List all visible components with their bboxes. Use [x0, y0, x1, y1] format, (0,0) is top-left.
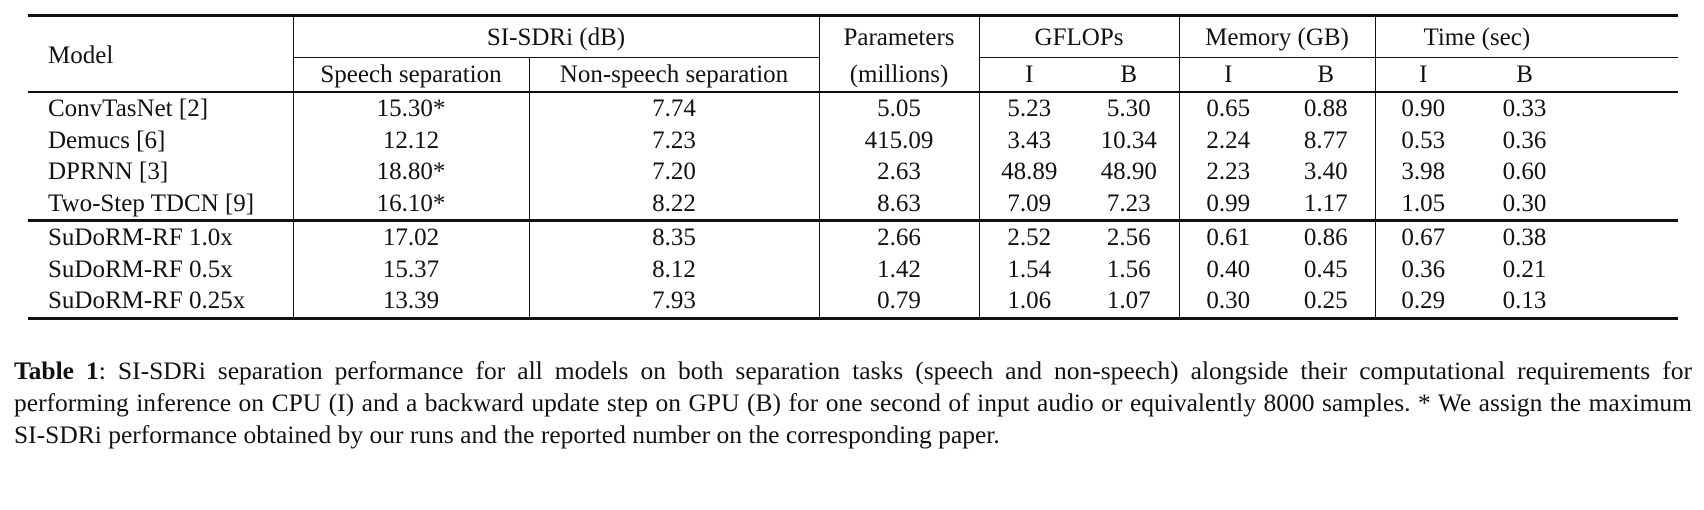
nonspeech-value: 7.20: [529, 156, 820, 188]
header-gflops: GFLOPs: [979, 14, 1180, 58]
gflops-i-value: 3.43: [1007, 126, 1052, 154]
memory-b-value: 0.88: [1277, 92, 1376, 125]
time-b-value: 0.33: [1502, 95, 1547, 123]
header-model: Model: [28, 14, 294, 93]
table-row: SuDoRM-RF 1.0x 17.02 8.35 2.66 2.52 2.56…: [28, 219, 1679, 254]
model-name: SuDoRM-RF 0.25x: [28, 285, 294, 320]
memory-b-value: 0.45: [1277, 253, 1376, 285]
params-value: 0.79: [819, 285, 980, 320]
time-i-value: 1.05: [1401, 189, 1446, 217]
model-name: DPRNN [3]: [28, 156, 294, 188]
params-value: 1.42: [819, 253, 980, 285]
nonspeech-value: 8.12: [529, 253, 820, 285]
table-row: SuDoRM-RF 0.25x 13.39 7.93 0.79 1.06 1.0…: [28, 285, 1679, 320]
memory-b-value: 0.86: [1277, 219, 1376, 254]
model-name: SuDoRM-RF 0.5x: [28, 253, 294, 285]
memory-i-value: 2.24: [1206, 126, 1251, 154]
memory-b-value: 0.25: [1277, 285, 1376, 320]
speech-value: 15.37: [293, 253, 530, 285]
header-memory-i: I: [1179, 57, 1278, 93]
time-b-value: 0.13: [1471, 285, 1679, 320]
gflops-b-value: 1.56: [1079, 253, 1180, 285]
speech-value: 16.10*: [293, 187, 530, 221]
memory-i-value: 0.61: [1179, 219, 1278, 254]
model-name: Demucs [6]: [28, 124, 294, 156]
speech-value: 18.80*: [293, 156, 530, 188]
gflops-b-value: 1.07: [1079, 285, 1180, 320]
params-value: 415.09: [819, 124, 980, 156]
header-time-i: I: [1375, 57, 1472, 93]
header-time-b: B: [1471, 57, 1679, 93]
time-b-value: 0.38: [1471, 219, 1679, 254]
gflops-b-value: 5.30: [1079, 92, 1180, 125]
speech-value: 17.02: [293, 219, 530, 254]
table-row: SuDoRM-RF 0.5x 15.37 8.12 1.42 1.54 1.56…: [28, 253, 1678, 285]
table-caption: Table 1: SI-SDRi separation performance …: [14, 355, 1692, 451]
header-params-line2: (millions): [819, 57, 980, 93]
header-memory-b: B: [1277, 57, 1376, 93]
memory-i-value: 0.65: [1206, 95, 1251, 123]
gflops-i-value: 5.23: [1007, 95, 1052, 123]
time-b-value: 0.36: [1502, 126, 1547, 154]
gflops-b-value: 10.34: [1079, 124, 1180, 156]
header-time: Time (sec): [1375, 14, 1679, 58]
gflops-i-value: 1.06: [979, 285, 1079, 320]
time-i-value: 0.67: [1375, 219, 1472, 254]
gflops-i-value: 2.52: [979, 219, 1079, 254]
gflops-b-value: 2.56: [1079, 219, 1180, 254]
gflops-i-value: 48.89: [1001, 158, 1058, 186]
model-name: SuDoRM-RF 1.0x: [28, 219, 294, 254]
gflops-b-value: 7.23: [1079, 187, 1180, 221]
table-row: DPRNN [3] 18.80* 7.20 2.63 48.89 48.90 2…: [28, 156, 1678, 188]
header-si-sdri: SI-SDRi (dB): [293, 14, 820, 58]
speech-value: 13.39: [293, 285, 530, 320]
model-name: Two-Step TDCN [9]: [28, 187, 294, 221]
nonspeech-value: 7.93: [529, 285, 820, 320]
memory-b-value: 1.17: [1277, 187, 1376, 221]
speech-value: 15.30*: [293, 92, 530, 125]
time-b-value: 0.30: [1502, 189, 1547, 217]
table-row: ConvTasNet [2] 15.30* 7.74 5.05 5.23 5.3…: [28, 92, 1678, 125]
time-i-value: 0.29: [1375, 285, 1472, 320]
memory-i-value: 2.23: [1206, 158, 1251, 186]
header-params-line1: Parameters: [819, 14, 980, 58]
time-i-value: 0.36: [1401, 255, 1446, 283]
results-table-container: Model SI-SDRi (dB) Parameters GFLOPs Mem…: [28, 14, 1679, 320]
table-row: Two-Step TDCN [9] 16.10* 8.22 8.63 7.09 …: [28, 187, 1678, 221]
memory-i-value: 0.40: [1206, 255, 1251, 283]
params-value: 2.66: [819, 219, 980, 254]
caption-text: : SI-SDRi separation performance for all…: [14, 356, 1692, 449]
params-value: 5.05: [819, 92, 980, 125]
time-b-value: 0.21: [1502, 255, 1547, 283]
gflops-b-value: 48.90: [1079, 156, 1180, 188]
params-value: 2.63: [819, 156, 980, 188]
time-i-value: 0.53: [1401, 126, 1446, 154]
memory-b-value: 8.77: [1277, 124, 1376, 156]
nonspeech-value: 8.22: [529, 187, 820, 221]
time-i-value: 0.90: [1401, 95, 1446, 123]
params-value: 8.63: [819, 187, 980, 221]
header-row-sub: Speech separation Non-speech separation …: [28, 57, 1679, 93]
gflops-i-value: 1.54: [1007, 255, 1052, 283]
memory-i-value: 0.99: [1206, 189, 1251, 217]
time-i-value: 3.98: [1401, 158, 1446, 186]
header-gflops-b: B: [1079, 57, 1180, 93]
header-row-top: Model SI-SDRi (dB) Parameters GFLOPs Mem…: [28, 14, 1679, 93]
model-name: ConvTasNet [2]: [28, 92, 294, 125]
memory-i-value: 0.30: [1179, 285, 1278, 320]
header-nonspeech: Non-speech separation: [529, 57, 820, 93]
header-speech: Speech separation: [293, 57, 530, 93]
nonspeech-value: 8.35: [529, 219, 820, 254]
nonspeech-value: 7.23: [529, 124, 820, 156]
header-memory: Memory (GB): [1179, 14, 1376, 58]
gflops-i-value: 7.09: [1007, 189, 1052, 217]
header-gflops-i: I: [979, 57, 1079, 93]
results-table: Model SI-SDRi (dB) Parameters GFLOPs Mem…: [28, 14, 1679, 320]
time-b-value: 0.60: [1502, 158, 1547, 186]
table-row: Demucs [6] 12.12 7.23 415.09 3.43 10.34 …: [28, 124, 1678, 156]
caption-label: Table 1: [14, 356, 99, 385]
nonspeech-value: 7.74: [529, 92, 820, 125]
speech-value: 12.12: [293, 124, 530, 156]
memory-b-value: 3.40: [1277, 156, 1376, 188]
